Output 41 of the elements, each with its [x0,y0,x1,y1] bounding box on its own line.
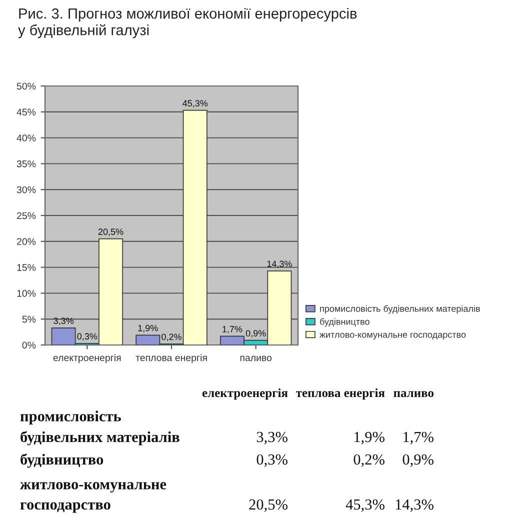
data-label: 1,7% [222,326,242,334]
text: 20,5% [249,499,288,512]
text: 1,7% [404,432,434,444]
data-label: 0,9% [246,330,266,338]
y-tick-label: 45% [16,108,36,116]
y-tick-label: 25% [17,212,36,220]
y-tick-label: 10% [17,290,36,297]
text: 1,9% [354,432,384,444]
text: 0,3% [256,454,288,467]
data-label: 0,2% [162,334,182,342]
data-label: 1,9% [138,324,158,332]
legend-label: житлово-комунальне господарство [320,332,466,340]
y-tick-label: 50% [16,82,36,90]
x-tick-label: паливо [240,356,272,362]
category-label: паливо [394,391,434,398]
chart-title: Рис. 3. Прогноз можливої економії енергоресурсів у будівельній галузі [18,8,357,38]
data-label: 20,5% [98,228,124,236]
text: будівництво [20,454,104,468]
legend-label: промисловість будівельних матеріалів [320,305,480,314]
text: 3,3% [256,432,288,444]
x-tick-label: електроенергія [53,354,121,364]
y-tick-label: 5% [22,316,36,323]
y-tick-label: 0% [22,342,36,349]
x-tick-label: теплова енергія [136,354,207,364]
category-label: електроенергія [202,388,288,400]
text: 45,3% [346,499,384,512]
category-label: теплова енергія [296,388,385,400]
y-tick-label: 20% [17,238,36,246]
data-label: 0,3% [77,333,98,341]
text: житлово-комунальне господарство [20,482,166,513]
text: 0,9% [402,454,434,467]
legend-label: будівництво [320,318,370,327]
text: 14,3% [396,499,434,512]
data-label: 14,3% [267,260,292,268]
data-label: 3,3% [54,318,74,326]
text: 0,2% [354,454,384,467]
y-tick-label: 35% [16,160,36,168]
data-label: 45,3% [182,100,208,108]
y-tick-label: 15% [17,264,36,271]
y-tick-label: 40% [16,134,36,142]
y-tick-label: 30% [16,186,36,194]
